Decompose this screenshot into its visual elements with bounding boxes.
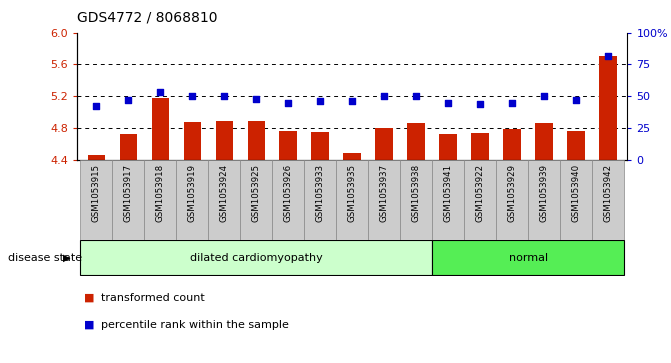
Bar xyxy=(144,160,176,240)
Bar xyxy=(215,121,233,160)
Bar xyxy=(248,121,265,160)
Bar xyxy=(568,131,585,160)
Bar xyxy=(304,160,336,240)
Point xyxy=(443,99,454,105)
Text: GSM1053925: GSM1053925 xyxy=(252,164,261,222)
Text: GSM1053917: GSM1053917 xyxy=(124,164,133,222)
Text: GSM1053939: GSM1053939 xyxy=(539,164,549,222)
Bar xyxy=(528,160,560,240)
Text: ▶: ▶ xyxy=(63,253,71,263)
Point xyxy=(475,101,486,107)
Text: GSM1053941: GSM1053941 xyxy=(444,164,453,222)
Bar xyxy=(208,160,240,240)
Bar xyxy=(497,160,528,240)
Text: GSM1053940: GSM1053940 xyxy=(572,164,580,222)
Text: ■: ■ xyxy=(84,293,95,303)
Bar xyxy=(119,134,137,160)
Point xyxy=(315,98,325,104)
Bar xyxy=(464,160,497,240)
Text: GSM1053919: GSM1053919 xyxy=(188,164,197,222)
Bar xyxy=(344,152,361,160)
Point xyxy=(123,97,134,103)
Text: GDS4772 / 8068810: GDS4772 / 8068810 xyxy=(77,11,217,25)
Text: GSM1053924: GSM1053924 xyxy=(220,164,229,222)
Text: percentile rank within the sample: percentile rank within the sample xyxy=(101,320,289,330)
Point xyxy=(603,53,613,58)
Text: GSM1053938: GSM1053938 xyxy=(412,164,421,222)
Text: GSM1053937: GSM1053937 xyxy=(380,164,389,222)
Point xyxy=(283,99,294,105)
Point xyxy=(251,96,262,102)
Bar xyxy=(272,160,304,240)
Text: GSM1053935: GSM1053935 xyxy=(348,164,357,222)
Bar xyxy=(535,123,553,160)
Point xyxy=(219,93,229,99)
Point xyxy=(155,90,166,95)
Bar xyxy=(240,160,272,240)
FancyBboxPatch shape xyxy=(432,240,624,275)
Text: ■: ■ xyxy=(84,320,95,330)
Bar xyxy=(599,57,617,160)
Bar xyxy=(432,160,464,240)
Bar xyxy=(368,160,401,240)
Point xyxy=(187,93,198,99)
Text: GSM1053918: GSM1053918 xyxy=(156,164,165,222)
Text: transformed count: transformed count xyxy=(101,293,205,303)
Bar xyxy=(280,131,297,160)
Text: GSM1053929: GSM1053929 xyxy=(508,164,517,222)
Bar xyxy=(592,160,624,240)
Bar xyxy=(376,128,393,160)
Bar xyxy=(81,160,112,240)
Bar xyxy=(152,98,169,160)
Text: disease state: disease state xyxy=(8,253,82,263)
Bar xyxy=(401,160,432,240)
Text: GSM1053933: GSM1053933 xyxy=(316,164,325,222)
Text: GSM1053915: GSM1053915 xyxy=(92,164,101,222)
Point xyxy=(411,93,421,99)
Text: GSM1053942: GSM1053942 xyxy=(604,164,613,222)
Point xyxy=(91,103,102,109)
Bar xyxy=(112,160,144,240)
Bar xyxy=(336,160,368,240)
Bar xyxy=(184,122,201,160)
Point xyxy=(571,97,582,103)
Bar xyxy=(311,132,329,160)
Bar xyxy=(472,133,489,160)
Text: GSM1053926: GSM1053926 xyxy=(284,164,293,222)
Bar xyxy=(503,129,521,160)
Bar xyxy=(176,160,208,240)
Bar xyxy=(87,155,105,160)
Point xyxy=(507,99,517,105)
Text: GSM1053922: GSM1053922 xyxy=(476,164,484,222)
Bar xyxy=(560,160,592,240)
Point xyxy=(379,93,390,99)
Bar xyxy=(440,134,457,160)
Point xyxy=(347,98,358,104)
Text: normal: normal xyxy=(509,253,548,263)
Bar xyxy=(407,123,425,160)
FancyBboxPatch shape xyxy=(81,240,432,275)
Text: dilated cardiomyopathy: dilated cardiomyopathy xyxy=(190,253,323,263)
Point xyxy=(539,93,550,99)
